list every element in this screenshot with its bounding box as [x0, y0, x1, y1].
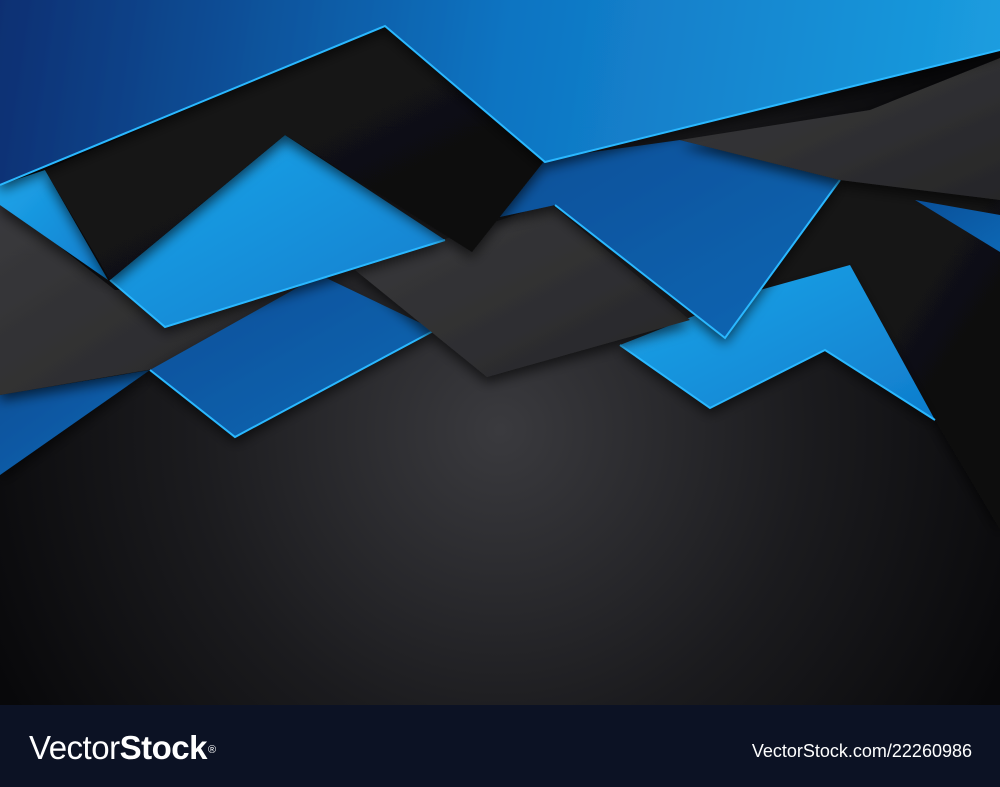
- top-blue-band-edge: [0, 24, 1000, 186]
- right-black-shape: [760, 180, 1000, 530]
- center-light-blue-triangle: [110, 135, 445, 327]
- center-light-blue-edge: [109, 239, 446, 329]
- far-right-blue-sliver: [915, 200, 1000, 252]
- left-blue-sliver: [0, 370, 150, 475]
- vectorstock-logo: VectorStock®: [29, 728, 216, 768]
- logo-word-stock: Stock: [119, 729, 208, 766]
- center-grey-panel: [355, 203, 690, 377]
- top-black-panel: [45, 25, 545, 280]
- right-light-blue-edge: [619, 344, 936, 421]
- stock-footer-bar: VectorStock® VectorStock.com/22260986: [0, 705, 1000, 787]
- image-id-label: VectorStock.com/22260986: [751, 741, 972, 761]
- right-mid-blue-edge: [554, 179, 841, 340]
- right-grey-panel: [680, 58, 1000, 200]
- top-blue-band: [0, 0, 1000, 185]
- right-light-blue-shape: [620, 265, 935, 420]
- right-mid-blue-diamond: [495, 140, 840, 338]
- lower-mid-blue-triangle: [150, 275, 435, 437]
- lower-mid-blue-edge: [149, 329, 436, 439]
- registered-mark: ®: [207, 744, 216, 756]
- logo-word-vector: Vector: [29, 729, 120, 766]
- left-light-blue-corner: [0, 170, 108, 280]
- geometric-background-artwork: [0, 0, 1000, 705]
